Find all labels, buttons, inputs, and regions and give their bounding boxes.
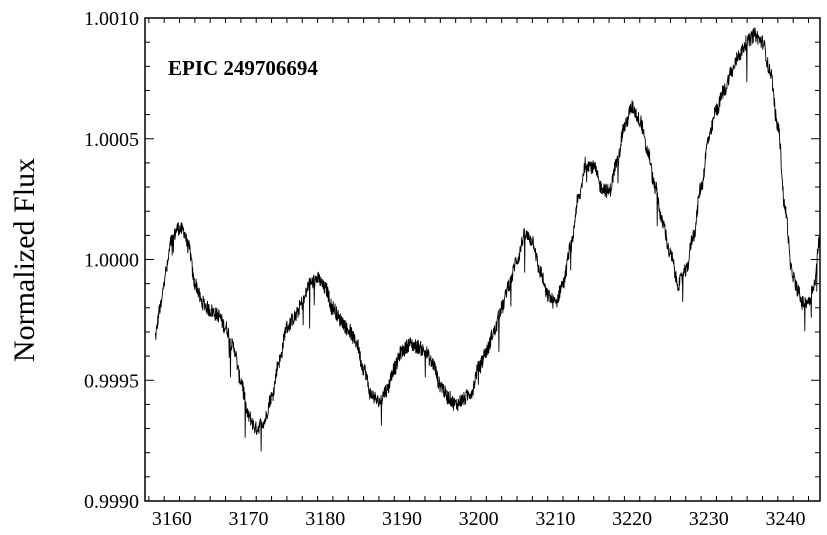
x-tick-label: 3230 bbox=[689, 508, 729, 530]
target-annotation: EPIC 249706694 bbox=[168, 56, 318, 80]
x-tick-label: 3170 bbox=[229, 508, 269, 530]
series-layer bbox=[154, 27, 820, 452]
y-tick-label: 0.9990 bbox=[84, 491, 139, 513]
y-axis: 0.9990 0.9995 1.0000 1.0005 1.0010 bbox=[84, 8, 820, 513]
y-tick-label: 1.0010 bbox=[84, 8, 139, 30]
x-tick-label: 3200 bbox=[459, 508, 499, 530]
series-line bbox=[154, 27, 820, 452]
x-tick-label: 3220 bbox=[612, 508, 652, 530]
y-tick-label: 1.0005 bbox=[84, 129, 139, 151]
x-tick-label: 3210 bbox=[535, 508, 575, 530]
y-axis-label: Normalized Flux bbox=[8, 158, 41, 362]
x-tick-label: 3240 bbox=[765, 508, 805, 530]
x-tick-label: 3190 bbox=[382, 508, 422, 530]
x-tick-label: 3160 bbox=[152, 508, 192, 530]
x-axis: 3160 3170 3180 3190 3200 3210 3220 3230 3240 bbox=[148, 18, 809, 530]
y-tick-label: 1.0000 bbox=[84, 250, 139, 272]
y-tick-label: 0.9995 bbox=[84, 370, 139, 392]
x-tick-label: 3180 bbox=[305, 508, 345, 530]
